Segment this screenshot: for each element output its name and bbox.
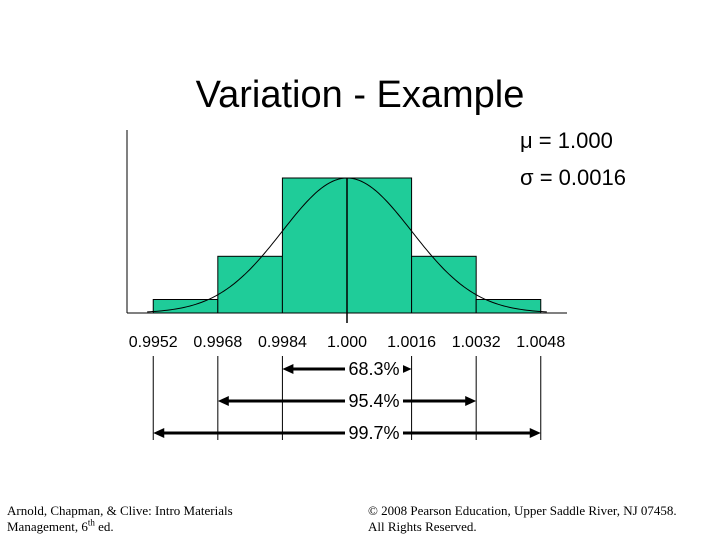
footer-citation-line2: Management, 6th ed.	[7, 517, 287, 535]
x-tick-label-6: 1.0032	[452, 334, 501, 351]
sigma-symbol: σ	[520, 165, 534, 190]
mean-label: μ = 1.000	[520, 128, 613, 153]
footer-copyright: © 2008 Pearson Education, Upper Saddle R…	[368, 503, 713, 535]
x-tick-label-2: 0.9968	[193, 334, 242, 351]
footer-citation-line1: Arnold, Chapman, & Clive: Intro Material…	[7, 503, 233, 518]
footer-copyright-line2: All Rights Reserved.	[368, 519, 477, 534]
interval-label-1: 68.3%	[348, 359, 399, 379]
mu-symbol: μ	[520, 128, 533, 153]
x-tick-labels: 0.9952 0.9968 0.9984 1.000 1.0016 1.0032 1.004…	[129, 334, 566, 351]
interval-label-2: 95.4%	[348, 391, 399, 411]
x-tick-label-3: 0.9984	[258, 334, 307, 351]
mu-value: = 1.000	[533, 128, 613, 153]
interval-label-background-1	[345, 356, 403, 380]
x-tick-label-1: 0.9952	[129, 334, 178, 351]
interval-arrowhead-right-3	[529, 428, 541, 438]
interval-arrowhead-right-1	[400, 364, 412, 374]
interval-arrowhead-left-1	[282, 364, 294, 374]
slide-title: Variation - Example	[196, 74, 525, 116]
interval-arrowhead-right-2	[465, 396, 477, 406]
footer-copyright-line1: © 2008 Pearson Education, Upper Saddle R…	[368, 503, 677, 518]
x-tick-label-4: 1.000	[327, 334, 367, 351]
footer-citation-line2-end: ed.	[94, 519, 114, 534]
footer-citation: Arnold, Chapman, & Clive: Intro Material…	[7, 503, 287, 535]
interval-label-background-2	[345, 388, 403, 412]
coverage-intervals: 68.3% 95.4% 99.7%	[152, 356, 542, 444]
x-tick-label-5: 1.0016	[387, 334, 436, 351]
footer-citation-superscript: th	[87, 517, 95, 528]
sigma-label: σ = 0.0016	[520, 165, 626, 190]
sigma-value: = 0.0016	[534, 165, 626, 190]
histogram-bar-4	[411, 255, 477, 314]
interval-label-background-3	[345, 420, 403, 444]
interval-arrowhead-left-2	[217, 396, 229, 406]
interval-label-3: 99.7%	[348, 423, 399, 443]
x-tick-label-7: 1.0048	[516, 334, 565, 351]
histogram-bar-2	[217, 255, 283, 314]
footer-citation-line2-text: Management, 6	[7, 519, 88, 534]
interval-arrowhead-left-3	[153, 428, 165, 438]
